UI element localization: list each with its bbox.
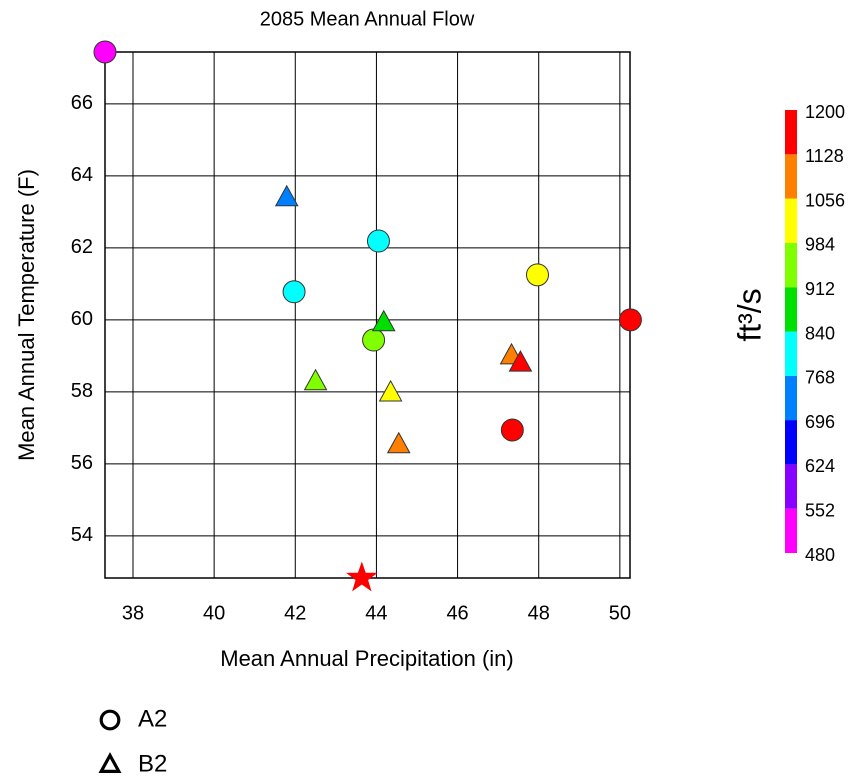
x-tick-label: 46 [446, 602, 468, 624]
x-tick-label: 42 [284, 602, 306, 624]
y-tick-label: 58 [71, 380, 93, 402]
colorbar-band [785, 464, 797, 509]
point [346, 561, 378, 592]
chart-title: 2085 Mean Annual Flow [260, 8, 475, 30]
point [508, 350, 533, 372]
colorbar-tick-label: 1056 [805, 190, 845, 210]
colorbar-tick-label: 552 [805, 500, 835, 520]
colorbar-tick-label: 696 [805, 412, 835, 432]
y-tick-label: 60 [71, 308, 93, 330]
point [386, 431, 411, 454]
colorbar-band [785, 154, 797, 199]
colorbar-band [785, 198, 797, 243]
colorbar-band [785, 508, 797, 553]
x-tick-label: 48 [528, 602, 550, 624]
colorbar-tick-label: 624 [805, 456, 835, 476]
y-tick-label: 56 [71, 452, 93, 474]
x-tick-label: 38 [122, 602, 144, 624]
colorbar-tick-label: 912 [805, 279, 835, 299]
point [525, 263, 549, 287]
legend-label: B2 [138, 750, 167, 777]
colorbar-tick-label: 768 [805, 368, 835, 388]
y-axis-label: Mean Annual Temperature (F) [14, 169, 39, 461]
point [500, 418, 524, 442]
point [378, 379, 403, 402]
colorbar-band [785, 110, 797, 155]
colorbar-band [785, 242, 797, 288]
y-tick-label: 54 [71, 524, 93, 546]
point [371, 309, 396, 332]
point [274, 184, 299, 207]
x-tick-label: 50 [609, 602, 631, 624]
point [303, 368, 328, 391]
colorbar-band [785, 375, 797, 421]
colorbar-tick-label: 840 [805, 323, 835, 343]
y-tick-label: 64 [71, 164, 93, 186]
point [618, 308, 642, 332]
point [366, 229, 390, 253]
colorbar-band [785, 331, 797, 376]
colorbar-band [785, 420, 797, 465]
point [362, 328, 386, 352]
colorbar-tick-label: 984 [805, 235, 835, 255]
legend-symbol [98, 752, 122, 774]
plot-frame [104, 51, 631, 579]
x-tick-label: 44 [365, 602, 387, 624]
colorbar-tick-label: 480 [805, 545, 835, 565]
colorbar-tick-label: 1128 [805, 146, 844, 166]
y-tick-label: 66 [71, 92, 93, 114]
colorbar-band [785, 287, 797, 332]
legend-label: A2 [138, 705, 167, 732]
x-axis-label: Mean Annual Precipitation (in) [220, 646, 514, 671]
legend-symbol [99, 709, 121, 731]
point [282, 280, 306, 304]
colorbar-tick-label: 1200 [805, 102, 845, 122]
y-tick-label: 62 [71, 236, 93, 258]
point [93, 40, 117, 64]
x-tick-label: 40 [203, 602, 225, 624]
colorbar-label: ft³/s [731, 288, 767, 341]
